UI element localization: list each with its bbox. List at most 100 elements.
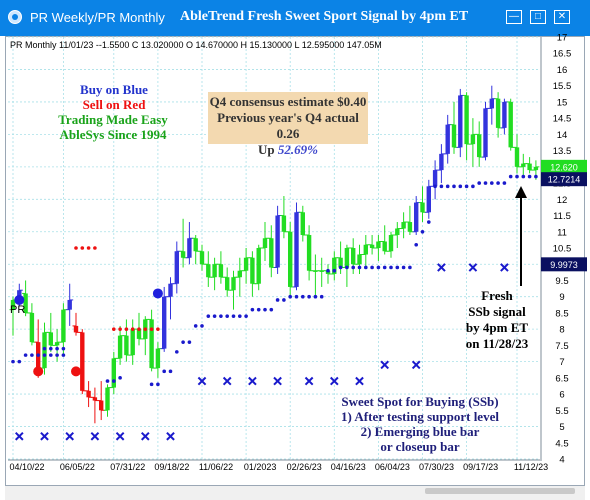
resistance-dot xyxy=(137,327,141,331)
support-dot xyxy=(212,314,217,318)
ssb-marker xyxy=(115,431,125,441)
bar-body xyxy=(86,390,91,398)
ssb-marker xyxy=(40,431,49,441)
bar-body xyxy=(212,264,217,278)
ssb-marker xyxy=(222,376,232,386)
y-tick-label: 14.5 xyxy=(553,114,572,125)
y-tick-label: 8.5 xyxy=(555,308,568,319)
bar-body xyxy=(61,309,66,343)
support-dot xyxy=(30,353,34,357)
y-tick-label: 7 xyxy=(559,357,564,368)
maximize-icon[interactable]: □ xyxy=(530,10,546,24)
minimize-icon[interactable]: — xyxy=(506,10,522,24)
support-dot xyxy=(338,265,343,270)
scrollbar-thumb[interactable] xyxy=(425,488,575,494)
y-tick-label: 15 xyxy=(557,97,568,108)
bar-body xyxy=(130,329,135,356)
support-dot xyxy=(42,346,47,351)
bar-body xyxy=(48,332,53,346)
bar-body xyxy=(300,212,305,236)
support-dot xyxy=(307,294,311,299)
bar-body xyxy=(445,124,450,154)
bar-body xyxy=(319,270,324,272)
support-dot xyxy=(288,294,293,299)
bar-body xyxy=(464,95,469,145)
resistance-dot xyxy=(156,327,160,331)
support-dot xyxy=(452,184,456,189)
support-dot xyxy=(206,314,211,318)
x-tick-label: 09/18/22 xyxy=(154,462,189,472)
support-dot xyxy=(471,184,475,189)
support-dot xyxy=(225,314,229,318)
bar-body xyxy=(426,186,431,213)
signal-dot xyxy=(14,294,25,305)
resistance-dot xyxy=(86,246,91,250)
bar-body xyxy=(199,251,205,265)
bar-body xyxy=(80,332,85,391)
support-dot xyxy=(420,229,425,234)
resistance-dot xyxy=(93,246,97,250)
ssb-marker xyxy=(197,376,207,386)
ssb-marker xyxy=(140,431,150,441)
price-tag-lower: 9.9973 xyxy=(550,260,578,270)
fresh-line: Fresh xyxy=(481,288,513,303)
support-dot xyxy=(61,346,66,351)
ssb-marker xyxy=(468,263,478,272)
y-tick-label: 4.5 xyxy=(555,438,568,449)
consensus-line2: Previous year's Q4 actual 0.26 xyxy=(217,110,359,141)
bar-body xyxy=(92,397,98,401)
support-dot xyxy=(395,265,400,270)
y-tick-label: 8 xyxy=(559,325,564,336)
legend-easy: Trading Made Easy xyxy=(58,112,168,127)
app-icon xyxy=(8,10,22,24)
y-tick-label: 16.5 xyxy=(553,49,572,60)
bar-body xyxy=(451,124,457,148)
consensus-up: Up 52.69% xyxy=(208,142,368,158)
consensus-box: Q4 consensus estimate $0.40 Previous yea… xyxy=(208,92,368,157)
support-dot xyxy=(36,353,40,357)
support-dot xyxy=(275,298,280,302)
bar-body xyxy=(521,163,526,167)
y-tick-label: 11 xyxy=(557,227,567,238)
support-dot xyxy=(301,294,305,299)
y-tick-label: 11.5 xyxy=(553,211,571,222)
close-icon[interactable]: ✕ xyxy=(554,10,570,24)
support-dot xyxy=(55,353,59,357)
ssb-title: Sweet Spot for Buying (SSb) xyxy=(341,394,499,409)
support-dot xyxy=(187,340,192,344)
bar-body xyxy=(187,238,192,258)
support-dot xyxy=(23,353,28,357)
bar-body xyxy=(351,248,356,265)
support-dot xyxy=(408,265,412,270)
bar-body xyxy=(420,202,425,213)
support-dot xyxy=(55,346,59,351)
support-dot xyxy=(364,265,368,270)
support-dot xyxy=(414,242,419,247)
x-tick-label: 04/16/23 xyxy=(331,462,366,472)
x-tick-label: 11/12/23 xyxy=(514,462,548,472)
bar-body xyxy=(294,212,299,287)
bar-body xyxy=(269,238,274,268)
y-tick-label: 6.5 xyxy=(555,373,568,384)
support-dot xyxy=(219,314,223,318)
y-tick-label: 4 xyxy=(559,455,564,466)
bar-body xyxy=(495,98,501,128)
support-dot xyxy=(200,324,204,328)
resistance-dot xyxy=(130,327,135,331)
support-dot xyxy=(326,268,330,273)
signal-dot xyxy=(71,366,81,377)
ssb-marker xyxy=(500,263,509,272)
x-tick-label: 01/2023 xyxy=(244,462,277,472)
support-dot xyxy=(244,314,248,318)
bar-body xyxy=(111,358,116,388)
consensus-line1: Q4 consensus estimate $0.40 xyxy=(209,94,367,109)
support-dot xyxy=(149,382,154,387)
chart-tab-title[interactable]: PR Weekly/PR Monthly xyxy=(30,10,165,25)
bar-body xyxy=(395,228,400,236)
bar-body xyxy=(73,325,79,333)
support-dot xyxy=(118,376,122,380)
price-tag-lower-bg xyxy=(541,257,587,272)
bar-body xyxy=(401,222,406,229)
support-dot xyxy=(401,265,406,270)
